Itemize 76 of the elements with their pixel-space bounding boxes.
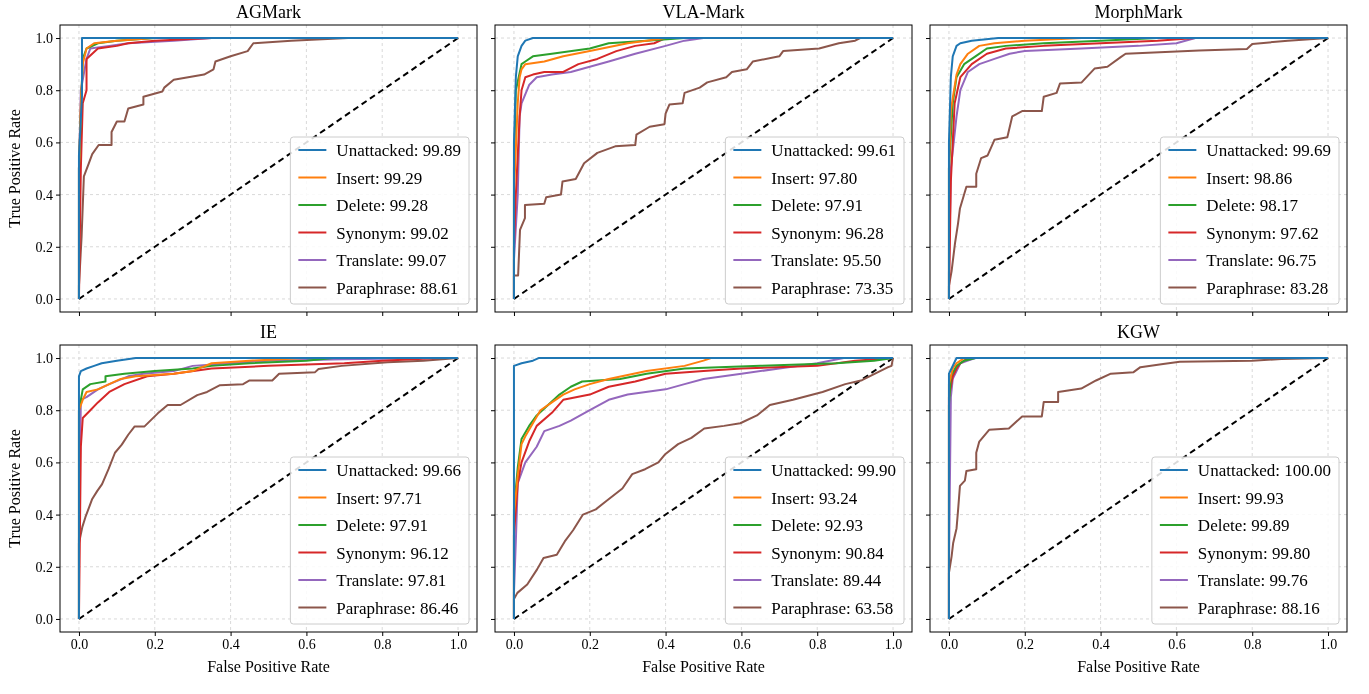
x-tick-label: 1.0 — [884, 636, 903, 652]
y-tick-label: 0.2 — [35, 239, 53, 255]
legend-label: Delete: 92.93 — [771, 516, 863, 535]
legend-label: Synonym: 99.80 — [1197, 543, 1311, 563]
x-axis-title: False Positive Rate — [1077, 658, 1200, 675]
legend-label: Insert: 97.71 — [336, 488, 423, 508]
legend-label: Translate: 95.50 — [771, 251, 882, 270]
legend-label: Insert: 99.93 — [1197, 488, 1284, 508]
legend-label: Delete: 99.28 — [336, 196, 428, 215]
legend-label: Paraphrase: 86.46 — [336, 598, 459, 618]
y-axis-title: True Positive Rate — [6, 429, 23, 548]
y-tick-label: 1.0 — [35, 351, 53, 367]
legend-label: Paraphrase: 88.61 — [336, 278, 459, 298]
x-tick-label: 0.6 — [1168, 636, 1186, 652]
legend-label: Delete: 98.17 — [1206, 196, 1299, 215]
y-tick-label: 1.0 — [35, 31, 53, 47]
legend-label: Insert: 93.24 — [771, 488, 858, 508]
chart-title: VLA-Mark — [662, 2, 745, 22]
legend-label: Synonym: 97.62 — [1206, 223, 1319, 243]
x-tick-label: 0.8 — [808, 636, 827, 652]
legend-label: Synonym: 90.84 — [771, 543, 885, 563]
y-tick-label: 0.6 — [35, 135, 53, 151]
legend-label: Insert: 98.86 — [1206, 168, 1293, 188]
legend-label: Translate: 99.07 — [336, 251, 447, 270]
legend-label: Unattacked: 99.66 — [336, 461, 461, 480]
y-tick-label: 0.2 — [35, 559, 53, 575]
legend-label: Unattacked: 99.89 — [336, 141, 461, 160]
x-tick-label: 0.6 — [733, 636, 751, 652]
chart-title: KGW — [1117, 322, 1160, 342]
x-tick-label: 0.8 — [1243, 636, 1262, 652]
x-tick-label: 0.0 — [70, 636, 89, 652]
x-tick-label: 0.6 — [298, 636, 316, 652]
y-tick-label: 0.0 — [35, 291, 53, 307]
legend-label: Translate: 99.76 — [1197, 571, 1308, 590]
legend-label: Unattacked: 99.61 — [771, 141, 896, 160]
legend-label: Synonym: 99.02 — [336, 223, 449, 243]
y-tick-label: 0.8 — [35, 403, 53, 419]
legend-label: Unattacked: 99.90 — [771, 461, 896, 480]
y-tick-label: 0.6 — [35, 455, 53, 471]
legend-label: Translate: 96.75 — [1206, 251, 1317, 270]
chart-title: MorphMark — [1094, 2, 1183, 22]
legend-label: Paraphrase: 88.16 — [1197, 598, 1320, 618]
x-tick-label: 0.4 — [222, 636, 240, 652]
x-tick-label: 0.2 — [581, 636, 600, 652]
chart-title: AGMark — [236, 2, 301, 22]
legend-label: Delete: 99.89 — [1197, 516, 1290, 535]
legend-label: Unattacked: 99.69 — [1206, 141, 1331, 160]
y-tick-label: 0.8 — [35, 83, 53, 99]
legend-label: Insert: 97.80 — [771, 168, 858, 188]
x-tick-label: 0.2 — [146, 636, 165, 652]
x-axis-title: False Positive Rate — [642, 658, 765, 675]
chart-title: IE — [260, 322, 277, 342]
y-tick-label: 0.4 — [35, 187, 53, 203]
legend-label: Paraphrase: 73.35 — [771, 278, 894, 298]
legend-label: Synonym: 96.12 — [336, 543, 449, 563]
x-tick-label: 0.0 — [940, 636, 959, 652]
legend-label: Paraphrase: 83.28 — [1206, 278, 1329, 298]
x-tick-label: 0.4 — [657, 636, 675, 652]
legend-label: Delete: 97.91 — [336, 516, 428, 535]
y-axis-title: True Positive Rate — [6, 109, 23, 228]
legend-label: Translate: 89.44 — [771, 571, 882, 590]
y-tick-label: 0.4 — [35, 507, 53, 523]
x-tick-label: 0.0 — [505, 636, 524, 652]
legend-label: Translate: 97.81 — [336, 571, 447, 590]
legend-label: Paraphrase: 63.58 — [771, 598, 894, 618]
legend-label: Unattacked: 100.00 — [1197, 461, 1331, 480]
y-tick-label: 0.0 — [35, 611, 53, 627]
x-tick-label: 0.2 — [1016, 636, 1035, 652]
x-tick-label: 1.0 — [449, 636, 468, 652]
legend-label: Synonym: 96.28 — [771, 223, 884, 243]
x-tick-label: 0.8 — [373, 636, 392, 652]
legend-label: Insert: 99.29 — [336, 168, 423, 188]
x-tick-label: 1.0 — [1319, 636, 1338, 652]
legend-label: Delete: 97.91 — [771, 196, 863, 215]
x-tick-label: 0.4 — [1092, 636, 1110, 652]
x-axis-title: False Positive Rate — [207, 658, 330, 675]
